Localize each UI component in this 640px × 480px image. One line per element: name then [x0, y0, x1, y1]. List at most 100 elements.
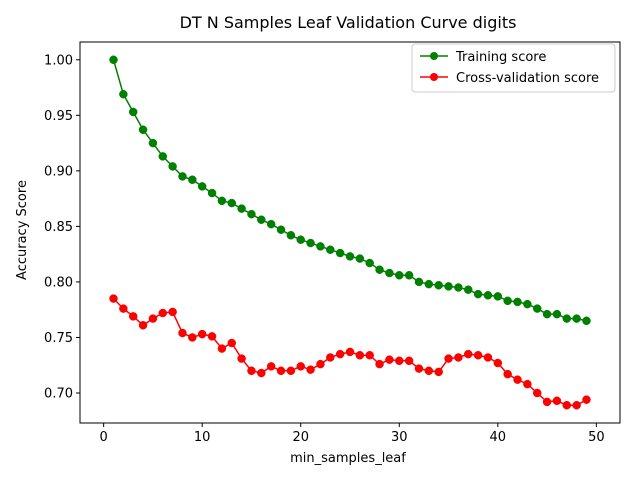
data-point-cross-validation	[572, 400, 581, 410]
data-point-training	[207, 188, 217, 198]
x-tick-label: 40	[490, 430, 507, 445]
data-point-training	[237, 204, 246, 213]
data-point-cross-validation	[168, 307, 177, 317]
data-point-cross-validation	[148, 314, 158, 323]
data-point-training	[188, 175, 197, 184]
data-point-training	[375, 265, 384, 274]
x-tick-label: 30	[391, 430, 408, 445]
data-point-training	[483, 291, 493, 300]
data-point-training	[138, 125, 148, 135]
data-point-training	[365, 258, 374, 268]
data-point-cross-validation	[493, 358, 503, 368]
data-point-training	[385, 268, 394, 278]
y-tick-label: 0.70	[44, 387, 73, 402]
data-point-training	[542, 309, 552, 319]
data-point-cross-validation	[355, 350, 365, 360]
y-tick-label: 1.00	[44, 53, 73, 68]
data-point-cross-validation	[503, 369, 512, 379]
data-point-training	[257, 215, 266, 224]
data-point-training	[296, 235, 305, 244]
data-point-training	[414, 277, 424, 287]
data-point-cross-validation	[227, 338, 237, 348]
x-tick-label: 0	[100, 430, 108, 445]
data-point-training	[454, 283, 463, 292]
data-point-training	[444, 282, 453, 291]
data-point-cross-validation	[454, 353, 463, 362]
data-point-training	[119, 89, 128, 99]
data-point-cross-validation	[444, 354, 453, 363]
data-point-cross-validation	[385, 355, 394, 364]
data-point-cross-validation	[414, 364, 424, 373]
data-point-training	[266, 219, 276, 229]
data-point-training	[286, 231, 296, 240]
data-point-training	[227, 198, 237, 208]
data-point-cross-validation	[513, 375, 522, 384]
data-point-training	[562, 314, 572, 323]
x-tick-label: 20	[292, 430, 309, 445]
y-tick-label: 0.85	[44, 220, 73, 235]
data-point-training	[178, 172, 187, 181]
data-point-training	[513, 297, 522, 307]
data-point-cross-validation	[562, 400, 572, 410]
data-point-cross-validation	[375, 359, 384, 369]
data-point-training	[395, 271, 404, 280]
data-point-cross-validation	[523, 379, 532, 389]
data-point-cross-validation	[473, 350, 483, 360]
data-point-training	[335, 248, 345, 258]
data-point-training	[217, 196, 227, 206]
data-point-cross-validation	[119, 304, 128, 313]
data-point-training	[168, 162, 177, 171]
data-point-training	[473, 289, 483, 299]
data-point-cross-validation	[237, 354, 246, 363]
x-axis-label: min_samples_leaf	[290, 451, 406, 466]
data-point-cross-validation	[582, 395, 591, 404]
data-point-cross-validation	[138, 321, 148, 330]
chart-title: DT N Samples Leaf Validation Curve digit…	[180, 13, 517, 32]
data-point-cross-validation	[483, 353, 493, 362]
data-point-cross-validation	[188, 333, 197, 342]
legend-swatch-marker	[430, 52, 438, 60]
data-point-training	[247, 209, 256, 219]
data-point-cross-validation	[158, 308, 168, 318]
data-point-training	[316, 242, 325, 251]
data-point-cross-validation	[335, 349, 345, 359]
data-point-training	[572, 314, 581, 323]
data-point-cross-validation	[316, 359, 325, 369]
data-point-training	[158, 152, 168, 161]
y-tick-label: 0.90	[44, 164, 73, 179]
plot-frame	[79, 41, 621, 424]
data-point-training	[523, 299, 532, 309]
data-point-training	[355, 254, 365, 263]
x-tick-label: 10	[194, 430, 211, 445]
y-tick-label: 0.95	[44, 109, 73, 124]
data-point-cross-validation	[266, 362, 276, 371]
data-point-cross-validation	[434, 367, 443, 377]
data-point-training	[306, 238, 315, 248]
data-point-training	[532, 304, 542, 313]
legend-label: Cross-validation score	[456, 71, 599, 86]
data-point-cross-validation	[463, 349, 473, 359]
data-point-cross-validation	[532, 388, 542, 398]
data-point-cross-validation	[257, 368, 266, 378]
series-line-training	[112, 59, 587, 322]
data-point-training	[463, 285, 473, 294]
y-axis-label: Accuracy Score	[15, 180, 30, 280]
y-tick-label: 0.80	[44, 275, 73, 290]
data-point-cross-validation	[197, 329, 207, 339]
data-point-cross-validation	[404, 356, 414, 366]
data-point-training	[404, 271, 414, 280]
data-point-cross-validation	[207, 332, 217, 341]
data-point-cross-validation	[345, 347, 355, 357]
data-point-cross-validation	[395, 356, 404, 366]
data-point-training	[197, 182, 207, 191]
x-tick-label: 50	[588, 430, 605, 445]
legend-label: Training score	[455, 50, 546, 65]
data-point-training	[148, 138, 158, 148]
data-point-training	[582, 316, 591, 326]
data-point-cross-validation	[296, 362, 305, 371]
y-tick-label: 0.75	[44, 331, 73, 346]
data-point-training	[424, 279, 434, 289]
data-point-cross-validation	[128, 312, 138, 321]
data-point-cross-validation	[552, 396, 562, 406]
